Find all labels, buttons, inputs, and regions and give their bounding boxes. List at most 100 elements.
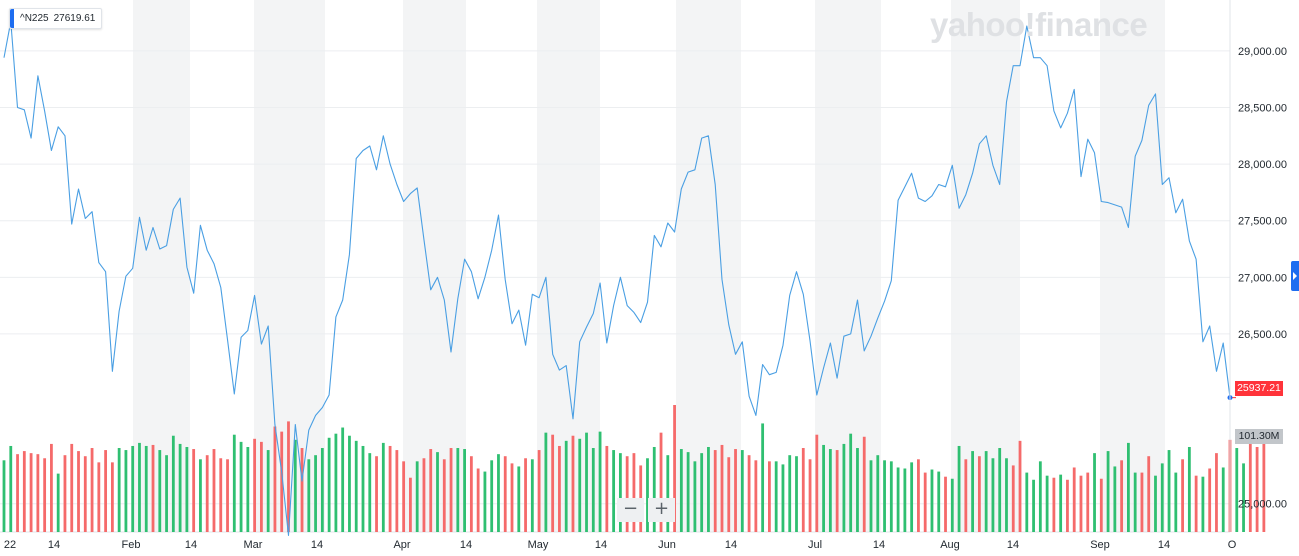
volume-bar	[361, 445, 365, 532]
volume-bar	[171, 435, 175, 532]
price-line	[3, 20, 1231, 536]
y-tick-label: 26,500.00	[1238, 329, 1287, 341]
volume-bar	[199, 459, 202, 532]
volume-bar	[158, 450, 162, 532]
volume-bar	[1072, 467, 1076, 532]
volume-bar	[409, 477, 412, 532]
x-tick-label: O	[1228, 539, 1237, 551]
volume-bar	[97, 462, 101, 532]
volume-bar	[43, 458, 47, 532]
volume-bar	[910, 462, 914, 532]
volume-bar	[293, 439, 297, 532]
volume-bar	[896, 467, 900, 532]
volume-bar	[138, 442, 141, 532]
volume-bar	[822, 444, 825, 532]
volume-bar	[903, 468, 907, 532]
volume-bar	[1262, 434, 1266, 532]
volume-bar	[1106, 451, 1110, 532]
volume-bar	[381, 442, 385, 532]
series-legend[interactable]: ^N225 27619.61	[9, 8, 103, 29]
volume-bar	[679, 449, 683, 532]
volume-bar	[652, 446, 656, 532]
volume-bar	[415, 461, 419, 532]
volume-bar	[571, 435, 575, 532]
volume-bar	[666, 455, 670, 532]
volume-bar	[1201, 476, 1205, 532]
volume-bar	[436, 452, 439, 532]
volume-bar	[239, 441, 243, 532]
volume-bar	[605, 445, 609, 532]
y-tick-label: 27,500.00	[1238, 216, 1287, 228]
volume-bar	[808, 459, 812, 532]
volume-bar	[856, 448, 859, 532]
volume-bar	[727, 457, 731, 532]
x-tick-label: 14	[595, 539, 607, 551]
volume-bar	[659, 432, 663, 532]
zoom-controls: − +	[617, 498, 679, 522]
volume-bar	[517, 466, 521, 532]
expand-panel-handle[interactable]	[1291, 261, 1299, 291]
volume-bar	[1174, 472, 1178, 532]
volume-bar	[774, 461, 778, 532]
volume-bar	[1093, 453, 1096, 532]
volume-bar	[876, 455, 880, 532]
volume-bar	[1133, 472, 1137, 532]
volume-bar	[551, 434, 555, 532]
volume-bar	[564, 440, 568, 532]
volume-bar	[1120, 460, 1124, 532]
volume-bar	[266, 450, 270, 532]
volume-bar	[354, 440, 358, 532]
volume-bar	[1066, 479, 1069, 532]
volume-bar	[273, 426, 277, 532]
volume-bar	[226, 459, 229, 532]
volume-bar	[889, 461, 893, 532]
volume-bar	[77, 451, 80, 532]
x-tick-label: 14	[460, 539, 472, 551]
volume-bar	[246, 446, 250, 532]
volume-bar	[673, 405, 676, 532]
volume-bar	[795, 456, 798, 532]
volume-bar	[1018, 440, 1022, 532]
volume-bar	[253, 438, 257, 532]
volume-bar	[612, 450, 616, 532]
volume-bar	[314, 455, 317, 532]
volume-bar	[9, 445, 13, 532]
volume-bar	[422, 458, 426, 532]
x-tick-label: 14	[48, 539, 60, 551]
x-tick-label: 14	[311, 539, 323, 551]
volume-bar	[334, 433, 338, 532]
volume-bar	[883, 460, 886, 532]
volume-bar	[693, 461, 697, 532]
legend-symbol: ^N225	[20, 13, 49, 24]
volume-bar	[165, 455, 168, 532]
volume-bar	[348, 435, 351, 532]
volume-bar	[1248, 436, 1252, 532]
zoom-in-button[interactable]: +	[648, 498, 675, 522]
volume-bar	[740, 450, 744, 532]
volume-bar	[1255, 446, 1259, 532]
volume-bar	[83, 456, 87, 532]
volume-bar	[1059, 474, 1063, 532]
legend-swatch	[10, 9, 14, 28]
volume-bar	[1025, 472, 1029, 532]
volume-bar	[1045, 475, 1049, 532]
volume-bar	[1160, 463, 1164, 532]
volume-bar	[29, 453, 33, 532]
x-tick-label: Mar	[244, 539, 263, 551]
volume-bar	[713, 450, 717, 532]
volume-bar	[1181, 459, 1184, 532]
volume-bar	[754, 460, 758, 532]
volume-bar	[63, 455, 67, 532]
volume-bar	[720, 444, 724, 532]
volume-bar	[558, 445, 561, 532]
volume-bar	[917, 459, 920, 532]
x-tick-label: Apr	[393, 539, 410, 551]
volume-bar	[287, 421, 290, 532]
zoom-out-button[interactable]: −	[617, 498, 644, 522]
month-band	[133, 0, 190, 532]
volume-bar	[510, 463, 514, 532]
legend-value: 27619.61	[53, 13, 96, 24]
volume-bar	[104, 450, 108, 532]
volume-label: 101.30M	[1235, 429, 1283, 444]
